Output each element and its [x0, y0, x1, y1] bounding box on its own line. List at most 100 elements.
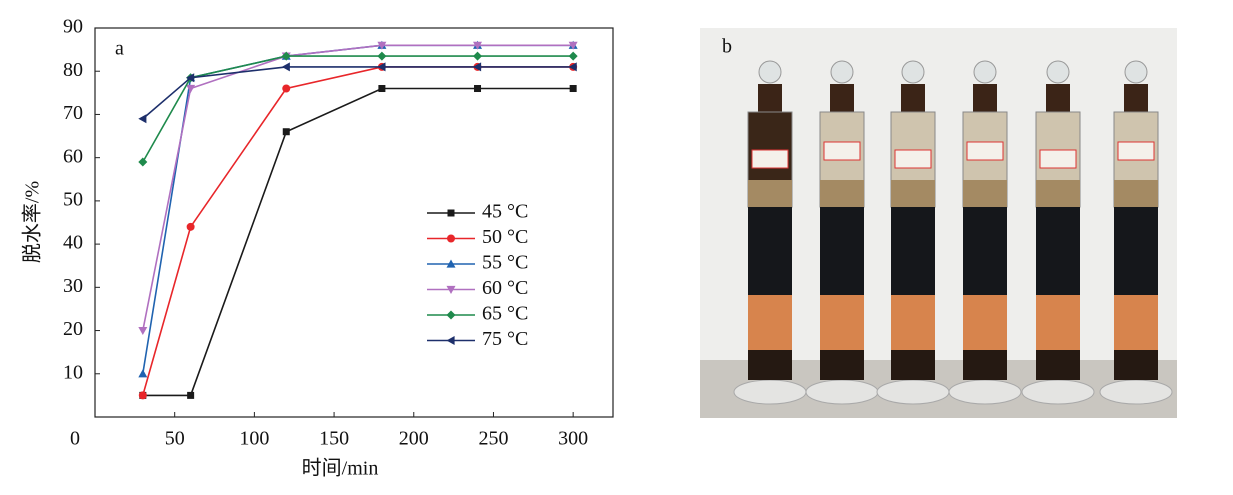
marker [474, 85, 482, 93]
y-tick-label: 90 [63, 16, 83, 38]
photo [700, 28, 1177, 418]
sediment-band [820, 180, 864, 208]
stopper-knob [830, 60, 854, 84]
legend-label: 65 °C [482, 303, 528, 325]
y-tick-label: 70 [63, 102, 83, 124]
marker [378, 85, 386, 93]
legend-label: 75 °C [482, 328, 528, 350]
marker [187, 391, 195, 399]
y-tick-label: 10 [63, 361, 83, 383]
marker [377, 62, 386, 72]
stopper-neck [973, 84, 997, 114]
marker [473, 62, 482, 72]
sediment-band [963, 180, 1007, 208]
tube-base [948, 379, 1022, 405]
y-tick-label: 50 [63, 188, 83, 210]
marker [138, 326, 148, 336]
y-tick-label: 30 [63, 275, 83, 297]
series-line [142, 87, 574, 397]
water-layer [891, 295, 935, 352]
legend-label: 60 °C [482, 277, 528, 299]
legend-label: 45 °C [482, 201, 528, 223]
marker [569, 85, 577, 93]
x-tick-label: 300 [558, 428, 588, 450]
stopper-neck [758, 84, 782, 114]
x-tick-label: 50 [165, 428, 185, 450]
label-tag [1117, 141, 1155, 161]
water-layer [820, 295, 864, 352]
label-tag [894, 149, 932, 169]
marker [138, 391, 147, 400]
water-layer [963, 295, 1007, 352]
tube-base [805, 379, 879, 405]
marker [568, 41, 578, 50]
x-tick-label: 200 [399, 428, 429, 450]
stopper-knob [901, 60, 925, 84]
marker [186, 84, 196, 94]
marker [138, 114, 147, 124]
tube-base [733, 379, 807, 405]
series-line [142, 55, 574, 163]
marker [138, 369, 148, 378]
label-tag [823, 141, 861, 161]
marker [186, 222, 195, 231]
marker [138, 157, 148, 167]
legend-label: 55 °C [482, 252, 528, 274]
y-tick-label: 40 [63, 232, 83, 254]
marker [568, 51, 578, 61]
oil-layer [963, 207, 1007, 295]
plot-frame [94, 27, 614, 418]
oil-layer [748, 207, 792, 295]
bottom-layer [1114, 350, 1158, 380]
marker [446, 310, 456, 320]
legend-label: 50 °C [482, 226, 528, 248]
marker [377, 41, 387, 50]
marker [186, 73, 195, 83]
bottom-layer [891, 350, 935, 380]
marker [446, 336, 455, 345]
marker [568, 62, 577, 72]
marker [282, 128, 290, 136]
marker [377, 51, 387, 61]
y-tick-label: 60 [63, 145, 83, 167]
marker [473, 41, 483, 50]
x-tick-label: 250 [478, 428, 508, 450]
marker [447, 209, 455, 217]
marker [282, 84, 291, 93]
tube-base [1099, 379, 1173, 405]
sediment-band [748, 180, 792, 208]
marker [281, 62, 290, 72]
stopper-knob [973, 60, 997, 84]
stopper-neck [1124, 84, 1148, 114]
marker [446, 285, 456, 294]
bottom-layer [963, 350, 1007, 380]
stopper-knob [758, 60, 782, 84]
x-tick-label: 0 [70, 428, 80, 450]
water-layer [1114, 295, 1158, 352]
stopper-knob [1046, 60, 1070, 84]
stopper-neck [1046, 84, 1070, 114]
stopper-neck [901, 84, 925, 114]
sediment-band [891, 180, 935, 208]
y-tick-label: 20 [63, 318, 83, 340]
y-tick-label: 80 [63, 59, 83, 81]
bottom-layer [748, 350, 792, 380]
stopper-knob [1124, 60, 1148, 84]
oil-layer [1036, 207, 1080, 295]
oil-layer [1114, 207, 1158, 295]
label-tag [1039, 149, 1077, 169]
stopper-neck [830, 84, 854, 114]
photo-label: b [722, 36, 732, 58]
x-tick-label: 150 [319, 428, 349, 450]
marker [473, 51, 483, 61]
water-layer [748, 295, 792, 352]
sediment-band [1036, 180, 1080, 208]
tube-base [1021, 379, 1095, 405]
water-layer [1036, 295, 1080, 352]
label-tag [966, 141, 1004, 161]
series-line [142, 66, 574, 120]
y-axis-label: 脱水率/% [21, 181, 44, 263]
oil-layer [891, 207, 935, 295]
oil-layer [820, 207, 864, 295]
